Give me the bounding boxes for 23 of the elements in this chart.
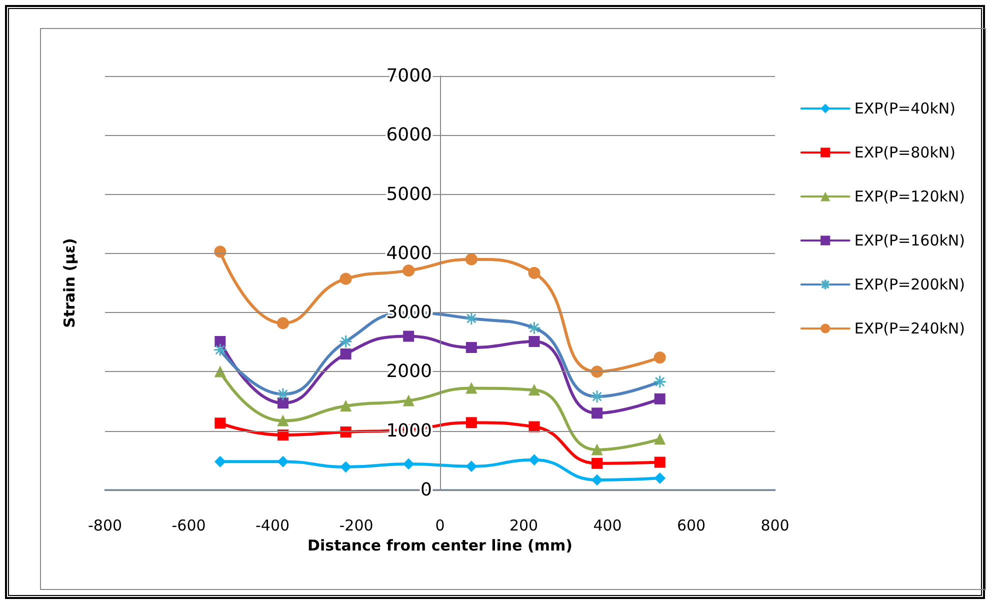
- y-tick-label: 5000: [386, 184, 432, 205]
- y-tick-label: 1000: [386, 420, 432, 442]
- y-tick-label: 4000: [386, 242, 432, 264]
- y-tick-label: 7000: [386, 66, 432, 86]
- x-tick-label: -800: [88, 516, 122, 534]
- x-tick-label: 0: [435, 516, 445, 534]
- x-tick-label: 600: [676, 516, 706, 534]
- x-tick-label: 200: [509, 516, 538, 534]
- legend-label: EXP(P=80kN): [854, 144, 956, 162]
- x-tick-label: -400: [255, 516, 290, 534]
- y-tick-label: 6000: [386, 124, 432, 146]
- legend-label: EXP(P=120kN): [854, 188, 965, 206]
- legend-label: EXP(P=160kN): [854, 232, 965, 250]
- x-tick-label: 800: [760, 516, 790, 534]
- x-axis-title: Distance from center line (mm): [308, 536, 572, 554]
- y-axis-title: Strain (με): [60, 238, 78, 328]
- y-tick-label: 2000: [386, 361, 432, 382]
- legend-label: EXP(P=240kN): [854, 320, 965, 338]
- x-tick-label: -600: [172, 516, 206, 534]
- legend-label: EXP(P=200kN): [854, 276, 965, 294]
- legend-label: EXP(P=40kN): [854, 100, 956, 118]
- x-tick-label: 400: [593, 516, 622, 534]
- x-tick-label: -200: [339, 516, 374, 534]
